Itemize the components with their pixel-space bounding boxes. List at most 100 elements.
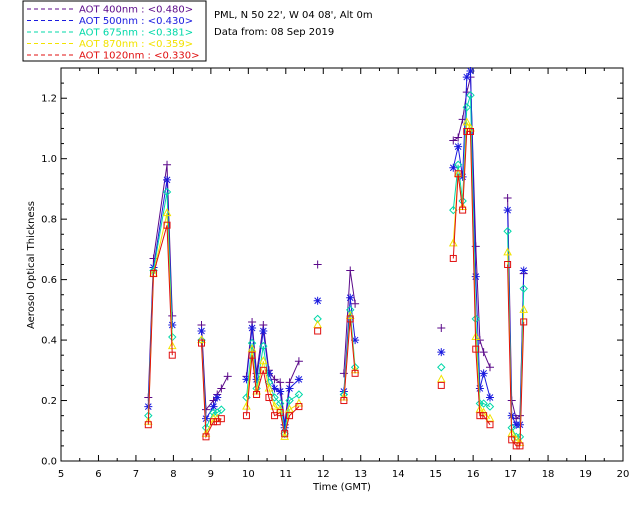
data-point <box>247 344 257 353</box>
data-point <box>163 160 172 169</box>
data-point <box>162 208 172 217</box>
data-point <box>294 390 304 399</box>
data-point <box>247 338 257 348</box>
data-point <box>313 296 322 305</box>
data-point <box>149 254 158 263</box>
data-point <box>265 394 273 402</box>
data-point <box>519 284 528 293</box>
data-point <box>163 221 171 229</box>
y-tick-label: 0.4 <box>41 336 57 347</box>
data-point <box>346 293 355 302</box>
data-point <box>264 369 273 378</box>
data-point <box>280 423 289 432</box>
data-point <box>479 369 488 378</box>
plot-frame <box>60 67 624 462</box>
data-point <box>454 170 462 178</box>
series-line <box>343 318 356 401</box>
data-point <box>454 133 463 142</box>
data-point <box>471 272 480 281</box>
data-point <box>223 372 232 381</box>
data-point <box>281 430 289 438</box>
legend-box <box>22 0 207 62</box>
series-line <box>246 321 300 425</box>
x-tick-label: 14 <box>392 469 405 480</box>
data-point <box>339 369 348 378</box>
x-tick-label: 11 <box>279 469 292 480</box>
site-info: PML, N 50 22', W 04 08', Alt 0m <box>214 10 373 21</box>
data-point <box>436 374 446 383</box>
data-point <box>213 393 222 402</box>
data-point <box>252 375 261 384</box>
data-point <box>437 323 446 332</box>
data-point <box>259 366 267 374</box>
series-line <box>246 327 300 428</box>
data-point <box>162 187 172 197</box>
y-tick-label: 1.2 <box>41 94 57 105</box>
data-point <box>209 418 217 426</box>
series-line <box>201 324 229 411</box>
x-tick-label: 6 <box>95 469 101 480</box>
data-point <box>458 172 467 181</box>
legend-label: AOT 400nm : <0.480> <box>79 5 193 16</box>
data-point <box>313 260 322 269</box>
data-point <box>345 310 355 319</box>
data-point <box>340 397 348 405</box>
data-point <box>449 163 458 172</box>
data-point <box>519 266 528 275</box>
x-tick-label: 19 <box>579 469 592 480</box>
x-tick-label: 18 <box>542 469 555 480</box>
series <box>144 73 528 429</box>
x-tick-label: 8 <box>170 469 176 480</box>
data-point <box>217 405 226 414</box>
data-point <box>295 403 303 411</box>
data-point <box>313 319 322 328</box>
date-info: Data from: 08 Sep 2019 <box>214 27 334 38</box>
legend: AOT 400nm : <0.480>AOT 500nm : <0.430>AO… <box>22 0 207 62</box>
data-point <box>437 363 446 372</box>
data-point <box>485 402 495 411</box>
data-point <box>485 363 494 372</box>
data-point <box>475 384 484 393</box>
legend-items: AOT 400nm : <0.480>AOT 500nm : <0.430>AO… <box>27 5 199 62</box>
data-point <box>467 127 475 135</box>
series-line <box>507 264 525 447</box>
data-point <box>253 390 261 398</box>
data-point <box>503 206 512 215</box>
data-point <box>463 127 471 135</box>
data-point <box>285 396 294 405</box>
data-point <box>270 401 279 410</box>
data-point <box>351 336 360 345</box>
legend-label: AOT 1020nm : <0.330> <box>79 51 199 62</box>
data-point <box>264 378 274 387</box>
x-tick-label: 12 <box>317 469 330 480</box>
x-tick-label: 16 <box>467 469 480 480</box>
data-point <box>454 142 463 151</box>
data-point <box>286 412 294 420</box>
data-point <box>285 404 294 413</box>
data-point <box>270 375 279 384</box>
x-axis-title: Time (GMT) <box>312 482 371 493</box>
data-point <box>479 407 488 416</box>
data-point <box>485 413 495 422</box>
data-point <box>259 341 268 351</box>
series-layer <box>143 67 529 450</box>
data-point <box>459 206 467 214</box>
series-line <box>452 95 491 408</box>
data-point <box>275 399 285 408</box>
data-point <box>519 304 529 313</box>
data-point <box>294 357 303 366</box>
data-point <box>512 442 520 450</box>
series-line <box>246 355 300 434</box>
data-point <box>503 193 512 202</box>
data-point <box>198 339 205 347</box>
data-point <box>217 384 226 393</box>
data-point <box>248 351 256 359</box>
data-point <box>313 314 322 324</box>
series-line <box>147 225 173 425</box>
x-tick-label: 7 <box>133 469 139 480</box>
data-point <box>197 327 206 336</box>
data-point <box>144 421 152 429</box>
data-point <box>466 91 475 100</box>
x-tick-label: 10 <box>242 469 255 480</box>
